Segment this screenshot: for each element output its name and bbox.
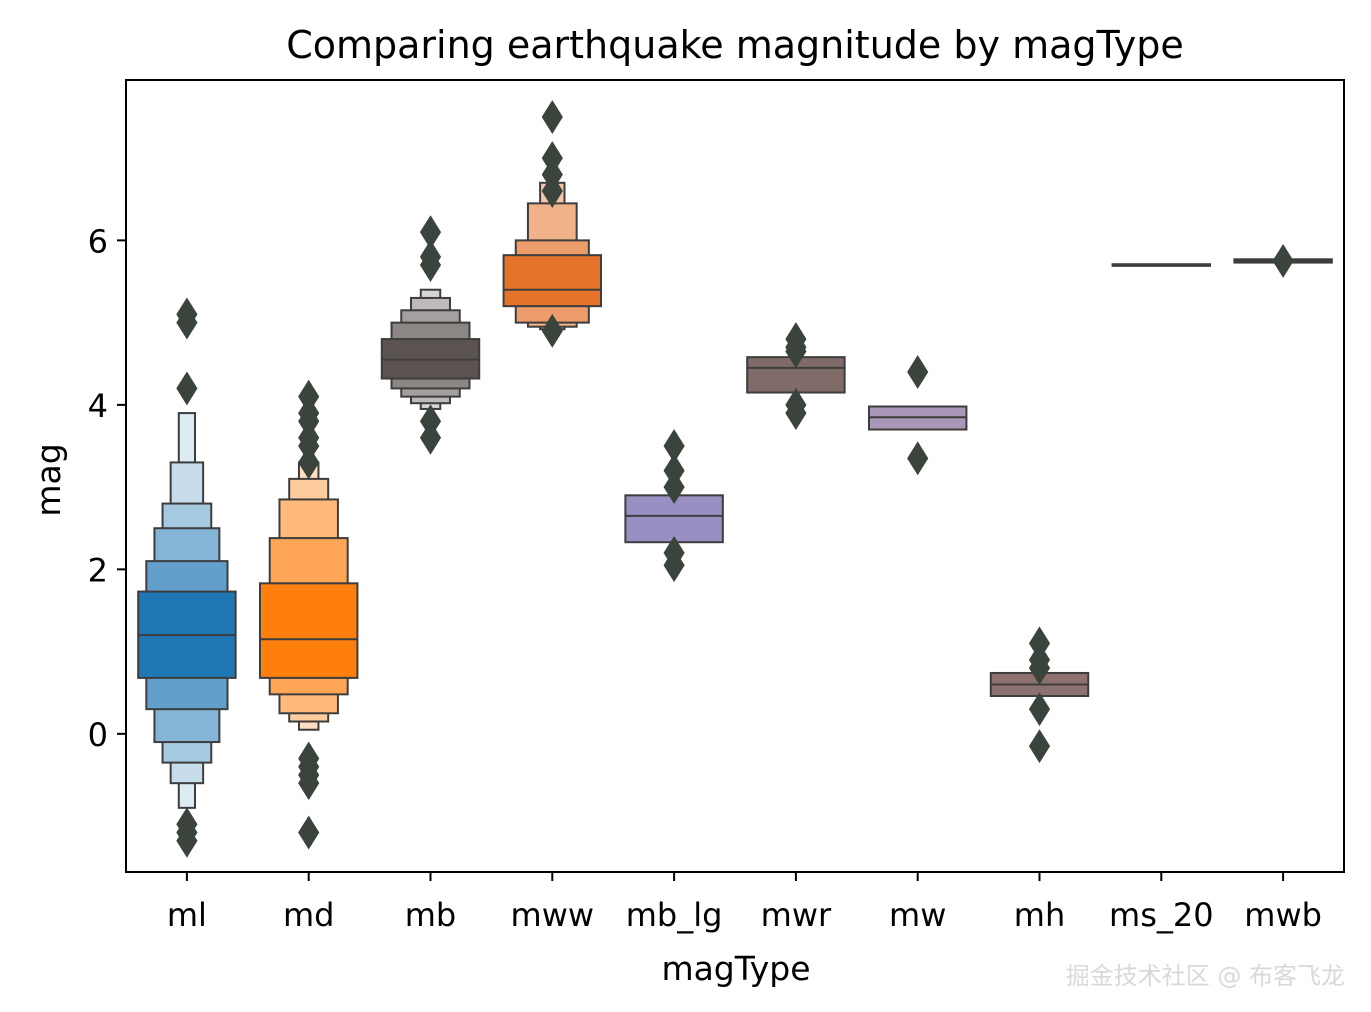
outlier-point-mb-4	[419, 420, 442, 455]
x-tick-label-mh: mh	[1014, 896, 1065, 934]
boxen-group-mb	[380, 288, 481, 410]
chart-title: Comparing earthquake magnitude by magTyp…	[286, 23, 1184, 67]
outlier-point-mww-3	[541, 174, 563, 208]
x-tick-label-mb_lg: mb_lg	[626, 896, 723, 934]
outlier-point-mb_lg-2	[663, 470, 685, 505]
outlier-point-md-9	[298, 766, 320, 801]
x-tick-label-mwb: mwb	[1244, 896, 1322, 934]
y-tick-label-4: 4	[88, 387, 108, 425]
y-tick-label-0: 0	[88, 716, 108, 754]
outlier-point-mww-0	[541, 100, 563, 134]
x-tick-label-ml: ml	[167, 896, 207, 934]
outlier-point-mh-4	[1028, 729, 1051, 764]
y-tick-label-2: 2	[88, 551, 108, 589]
y-tick-label-6: 6	[88, 222, 108, 260]
outlier-point-mb-2	[419, 248, 442, 282]
outlier-point-md-5	[298, 445, 320, 480]
boxen-group-mww	[502, 181, 603, 331]
boxen-level-mww-0	[502, 254, 603, 308]
x-tick-label-ms_20: ms_20	[1109, 896, 1214, 934]
outlier-point-ml-2	[176, 371, 198, 406]
boxen-group-ms_20	[1111, 263, 1212, 267]
outlier-point-mh-3	[1028, 692, 1051, 727]
outlier-point-mw-1	[907, 441, 929, 476]
outlier-point-mwr-4	[785, 396, 807, 431]
outlier-point-mww-4	[541, 313, 563, 348]
x-tick-label-md: md	[283, 896, 334, 934]
outlier-point-ml-5	[176, 823, 198, 858]
outlier-point-mwb-0	[1272, 243, 1294, 278]
outlier-point-ml-1	[176, 305, 198, 340]
boxen-series	[137, 181, 1333, 809]
x-tick-label-mb: mb	[405, 896, 456, 934]
outlier-markers	[176, 100, 1294, 858]
x-tick-label-mwr: mwr	[761, 896, 832, 934]
boxen-group-ml	[137, 412, 237, 809]
outlier-point-mw-0	[907, 355, 929, 389]
boxen-group-mw	[867, 405, 968, 431]
x-axis-label: magType	[661, 949, 810, 988]
outlier-point-mwr-2	[785, 334, 807, 369]
outlier-point-md-10	[298, 815, 320, 850]
outlier-point-mh-2	[1028, 651, 1051, 685]
x-axis: ml md mb mww mb_lg mwr mw mh ms_20 mwb	[167, 872, 1322, 934]
y-axis-label: mag	[29, 443, 68, 516]
x-tick-label-mww: mww	[511, 896, 595, 934]
outlier-point-mb_lg-4	[663, 548, 685, 583]
watermark-text: 掘金技术社区 @ 布客飞龙	[1065, 962, 1345, 990]
plot-frame	[125, 79, 1345, 873]
boxen-group-md	[258, 461, 359, 731]
y-axis: 0 2 4 6	[88, 222, 126, 754]
boxen-level-md-0	[258, 582, 359, 679]
x-tick-label-mw: mw	[889, 896, 946, 934]
